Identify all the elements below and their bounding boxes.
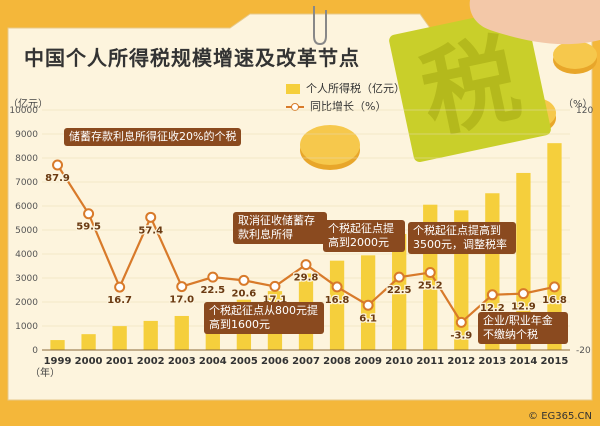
data-label: 87.9 bbox=[45, 173, 70, 184]
growth-point bbox=[424, 267, 436, 279]
x-tick-label: 2012 bbox=[447, 356, 475, 367]
data-label: 59.5 bbox=[76, 222, 101, 233]
x-tick-label: 2014 bbox=[509, 356, 537, 367]
bar bbox=[50, 340, 65, 350]
x-tick-label: 2001 bbox=[106, 356, 134, 367]
annotation-2006: 个税起征点从800元提高到1600元 bbox=[204, 302, 324, 334]
y-tick-label: 1000 bbox=[15, 322, 38, 332]
growth-point bbox=[114, 281, 126, 293]
x-tick-label: 2004 bbox=[199, 356, 227, 367]
annotation-2011: 个税起征点提高到3500元，调整税率 bbox=[408, 222, 516, 254]
chart-title: 中国个人所得税规模增速及改革节点 bbox=[24, 46, 360, 70]
growth-point bbox=[238, 274, 250, 286]
x-tick-label: 2011 bbox=[416, 356, 444, 367]
x-tick-label: 2005 bbox=[230, 356, 258, 367]
data-label: 22.5 bbox=[387, 285, 412, 296]
x-tick-label: 2008 bbox=[323, 356, 351, 367]
data-label: 17.0 bbox=[169, 295, 194, 306]
bar bbox=[547, 143, 562, 350]
y-tick-label: 10000 bbox=[9, 106, 38, 116]
y-tick-label: 3000 bbox=[15, 274, 38, 284]
y-tick-label: 7000 bbox=[15, 178, 38, 188]
bar bbox=[516, 172, 531, 350]
growth-point bbox=[300, 259, 312, 271]
growth-point bbox=[269, 280, 281, 292]
svg-text:税: 税 bbox=[412, 22, 529, 152]
y-tick-label: 2000 bbox=[15, 298, 38, 308]
growth-point bbox=[83, 208, 95, 220]
x-tick-label: 2003 bbox=[168, 356, 196, 367]
data-label: 12.9 bbox=[511, 302, 536, 313]
coin-icon bbox=[300, 125, 360, 170]
growth-point bbox=[517, 288, 529, 300]
x-tick-label: 2009 bbox=[354, 356, 382, 367]
data-label: 57.4 bbox=[138, 225, 163, 236]
data-label: 25.2 bbox=[418, 281, 443, 292]
growth-point bbox=[52, 159, 64, 171]
y2-tick-label: -20 bbox=[576, 346, 591, 356]
coin-icon bbox=[553, 41, 597, 74]
data-label: 6.1 bbox=[359, 313, 377, 324]
y-tick-label: 5000 bbox=[15, 226, 38, 236]
data-label: 16.8 bbox=[325, 295, 350, 306]
annotation-1999: 储蓄存款利息所得征收20%的个税 bbox=[64, 128, 242, 146]
paperclip-icon bbox=[313, 6, 327, 46]
annotation-2008: 个税起征点提高到2000元 bbox=[323, 220, 405, 252]
y-tick-label: 6000 bbox=[15, 202, 38, 212]
growth-point bbox=[548, 281, 560, 293]
x-tick-label: 2010 bbox=[385, 356, 413, 367]
bar bbox=[112, 326, 127, 350]
left-axis-unit: （亿元） bbox=[8, 99, 48, 110]
watermark: © EG365.CN bbox=[528, 411, 592, 422]
y-tick-label: 0 bbox=[32, 346, 38, 356]
data-label: 16.8 bbox=[542, 295, 567, 306]
right-axis-unit: （%） bbox=[563, 99, 593, 110]
data-label: 29.8 bbox=[294, 273, 319, 284]
data-label: 20.6 bbox=[232, 288, 257, 299]
hand-icon bbox=[469, 0, 600, 45]
legend-swatch-bar bbox=[286, 84, 300, 94]
growth-point bbox=[176, 281, 188, 293]
growth-point bbox=[486, 289, 498, 301]
y-tick-label: 4000 bbox=[15, 250, 38, 260]
year-axis-unit: （年） bbox=[30, 368, 60, 379]
data-label: 22.5 bbox=[200, 285, 225, 296]
growth-point bbox=[455, 316, 467, 328]
tax-3d-glyph-icon: 税 bbox=[389, 7, 551, 163]
x-tick-label: 2013 bbox=[478, 356, 506, 367]
x-tick-label: 2006 bbox=[261, 356, 289, 367]
growth-point bbox=[362, 299, 374, 311]
bar bbox=[392, 233, 407, 350]
x-tick-label: 2007 bbox=[292, 356, 320, 367]
bar bbox=[81, 334, 96, 350]
legend-item-bar: 个人所得税（亿元） bbox=[286, 80, 405, 98]
y-tick-label: 9000 bbox=[15, 130, 38, 140]
bar bbox=[143, 320, 158, 350]
growth-point bbox=[331, 281, 343, 293]
bar bbox=[174, 315, 189, 350]
growth-point bbox=[393, 271, 405, 283]
growth-point bbox=[145, 211, 157, 223]
data-label: 16.7 bbox=[107, 295, 132, 306]
data-label: 12.2 bbox=[480, 303, 505, 314]
annotation-2014: 企业/职业年金不缴纳个税 bbox=[478, 312, 568, 344]
x-tick-label: 1999 bbox=[44, 356, 72, 367]
growth-point bbox=[207, 271, 219, 283]
x-tick-label: 2002 bbox=[137, 356, 165, 367]
data-label: -3.9 bbox=[450, 330, 472, 341]
annotation-2007: 取消征收储蓄存款利息所得 bbox=[233, 212, 327, 244]
legend-swatch-line bbox=[286, 103, 304, 111]
x-tick-label: 2000 bbox=[75, 356, 103, 367]
y2-tick-label: 120 bbox=[576, 106, 593, 116]
x-tick-label: 2015 bbox=[541, 356, 569, 367]
y-tick-label: 8000 bbox=[15, 154, 38, 164]
